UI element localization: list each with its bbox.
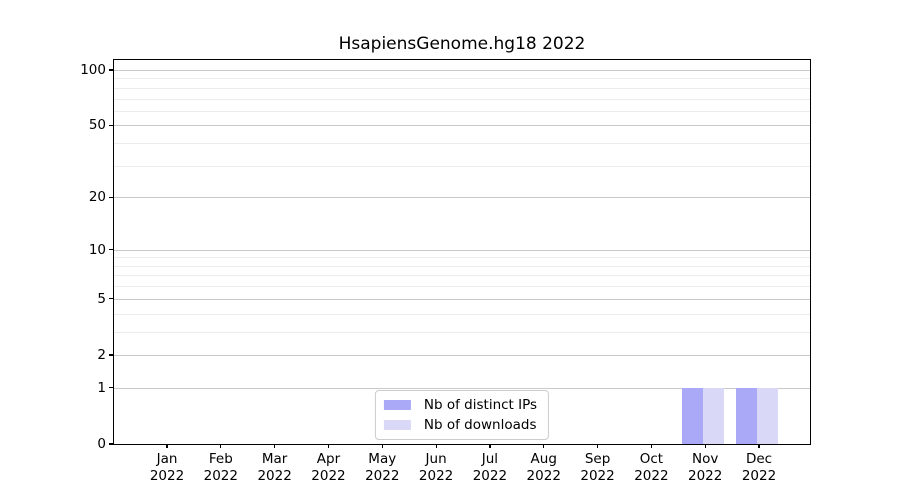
legend-label: Nb of distinct IPs (423, 397, 538, 413)
x-tick-label: Nov 2022 (675, 451, 735, 484)
x-tick-month: Dec (745, 451, 773, 467)
major-gridline (114, 70, 810, 71)
x-tick-label: May 2022 (352, 451, 412, 484)
major-gridline (114, 197, 810, 199)
y-tick-label: 5 (97, 290, 106, 307)
minor-gridline (114, 78, 810, 80)
x-tick-label: Jul 2022 (460, 451, 520, 484)
x-tick-month: May (368, 451, 397, 467)
legend-swatch (383, 420, 411, 430)
legend-swatch (383, 400, 411, 410)
x-tick-year: 2022 (688, 467, 723, 484)
legend-item: Nb of downloads (383, 416, 537, 434)
y-tick-label: 2 (97, 346, 106, 363)
x-tick-month: Oct (639, 451, 664, 467)
x-tick-year: 2022 (311, 467, 346, 484)
plot-area (114, 60, 810, 444)
legend-label: Nb of downloads (423, 417, 537, 433)
x-tick-month: Apr (316, 451, 341, 467)
x-tick-year: 2022 (365, 467, 400, 484)
x-tick-mark (327, 444, 330, 448)
x-tick-month: Sep (584, 451, 611, 467)
minor-gridline (114, 313, 810, 315)
x-tick-mark (596, 444, 599, 448)
y-tick-mark (109, 69, 113, 71)
x-tick-year: 2022 (472, 467, 508, 484)
chart-title: HsapiensGenome.hg18 2022 (338, 34, 586, 54)
major-gridline (114, 249, 810, 251)
x-tick-year: 2022 (418, 467, 454, 484)
x-tick-year: 2022 (634, 467, 669, 484)
minor-gridline (114, 257, 810, 259)
x-tick-year: 2022 (580, 467, 615, 484)
x-tick-mark (704, 444, 706, 448)
major-gridline (114, 387, 810, 389)
x-tick-mark (435, 444, 437, 448)
x-tick-month: Jan (156, 451, 178, 467)
x-tick-label: Mar 2022 (245, 451, 305, 484)
x-tick-mark (489, 444, 491, 448)
x-tick-label: Dec 2022 (729, 451, 789, 484)
y-tick-label: 1 (97, 379, 106, 396)
x-tick-year: 2022 (203, 467, 238, 484)
x-tick-label: Jun 2022 (406, 451, 466, 484)
minor-gridline (114, 87, 810, 89)
minor-gridline (114, 286, 810, 288)
x-tick-month: Mar (261, 451, 288, 467)
x-tick-mark (166, 444, 168, 448)
x-tick-label: Oct 2022 (621, 451, 681, 484)
major-gridline (114, 354, 810, 356)
x-tick-mark (381, 444, 383, 448)
x-tick-mark (274, 444, 276, 448)
major-gridline (114, 125, 810, 127)
minor-gridline (114, 275, 810, 277)
y-tick-mark (109, 298, 113, 300)
x-tick-month: Feb (208, 451, 233, 467)
x-tick-year: 2022 (149, 467, 185, 484)
x-tick-year: 2022 (526, 467, 561, 484)
y-tick-mark (109, 354, 113, 356)
minor-gridline (114, 165, 810, 167)
y-tick-mark (109, 443, 113, 445)
legend-item: Nb of distinct IPs (383, 396, 538, 414)
minor-gridline (114, 331, 810, 333)
y-tick-label: 50 (88, 117, 106, 134)
y-tick-label: 10 (88, 241, 106, 258)
x-tick-label: Sep 2022 (568, 451, 628, 484)
minor-gridline (114, 98, 810, 100)
y-tick-label: 20 (88, 189, 106, 206)
x-tick-label: Aug 2022 (514, 451, 574, 484)
x-tick-label: Feb 2022 (191, 451, 251, 484)
minor-gridline (114, 265, 810, 267)
bar-downloads (757, 387, 779, 444)
bar-distinct-ips (736, 387, 758, 444)
x-tick-year: 2022 (257, 467, 292, 484)
x-tick-month: Nov (692, 451, 719, 467)
x-tick-month: Jul (481, 451, 499, 467)
x-tick-mark (220, 444, 222, 448)
y-tick-mark (109, 196, 113, 198)
minor-gridline (114, 110, 810, 112)
major-gridline (114, 298, 810, 300)
x-tick-mark (543, 444, 545, 448)
x-tick-month: Jun (425, 451, 447, 467)
x-tick-year: 2022 (741, 467, 777, 484)
x-tick-mark (758, 444, 760, 448)
bar-distinct-ips (682, 387, 704, 444)
y-tick-label: 100 (80, 62, 106, 78)
y-tick-mark (109, 124, 113, 126)
y-tick-mark (109, 387, 113, 389)
x-tick-label: Apr 2022 (298, 451, 358, 484)
y-tick-label: 0 (97, 436, 106, 452)
x-tick-mark (650, 444, 652, 448)
x-tick-month: Aug (530, 451, 557, 467)
y-tick-mark (109, 249, 113, 251)
x-tick-label: Jan 2022 (137, 451, 197, 484)
minor-gridline (114, 143, 810, 145)
legend: Nb of distinct IPs Nb of downloads (374, 390, 550, 440)
bar-downloads (703, 387, 725, 444)
